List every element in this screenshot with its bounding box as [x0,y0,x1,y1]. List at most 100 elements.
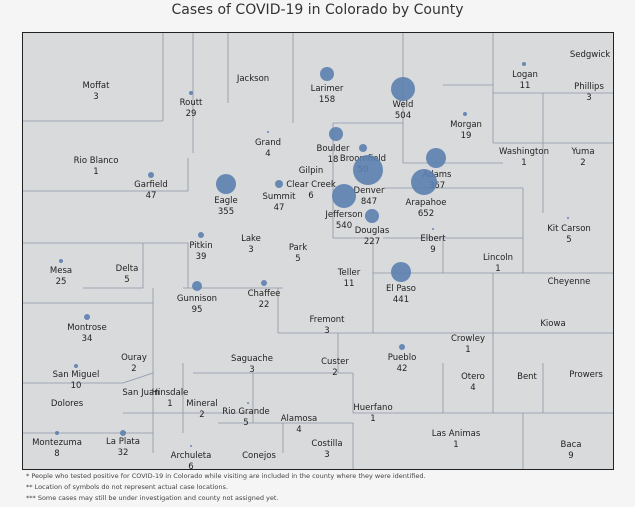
case-bubble-la-plata[interactable] [120,430,126,436]
county-name: Denver [353,186,385,196]
case-bubble-routt[interactable] [189,91,193,95]
county-label-conejos: Conejos [242,451,276,462]
county-name: Crowley [450,334,486,344]
case-bubble-weld[interactable] [391,77,415,101]
case-bubble-denver[interactable] [353,155,383,185]
county-label-teller: Teller 11 [338,268,360,290]
county-name: Kiowa [540,319,566,329]
county-name: Jackson [236,74,270,84]
case-bubble-gunnison[interactable] [192,281,202,291]
county-name: Costilla [311,439,343,449]
case-bubble-pitkin[interactable] [198,232,204,238]
county-label-moffat: Moffat 3 [83,81,110,103]
county-name: Morgan [450,120,482,130]
case-bubble-adams[interactable] [426,148,446,168]
county-name: Conejos [242,451,276,461]
county-borders [23,33,613,469]
county-label-pitkin: Pitkin 39 [189,241,212,263]
county-name: Washington [499,147,549,157]
case-bubble-broomfield[interactable] [359,144,367,152]
case-bubble-grand[interactable] [267,131,269,133]
case-bubble-garfield[interactable] [148,172,154,178]
county-cases: 847 [360,197,378,207]
case-bubble-montezuma[interactable] [55,431,59,435]
county-cases: 1 [370,414,376,424]
county-label-sedgwick: Sedgwick [570,50,610,61]
county-cases: 504 [394,111,412,121]
case-bubble-jefferson[interactable] [332,184,356,208]
county-name: La Plata [106,437,140,447]
footnote: *** Some cases may still be under invest… [26,494,279,502]
county-cases: 34 [81,334,93,344]
county-label-ouray: Ouray 2 [121,353,147,375]
case-bubble-kit-carson[interactable] [567,217,569,219]
county-label-douglas: Douglas 227 [355,226,390,248]
county-cases: 32 [117,448,129,458]
case-bubble-rio-grande[interactable] [247,402,249,404]
county-label-boulder: Boulder 18 [317,144,350,166]
county-cases: 3 [324,450,330,460]
county-label-cheyenne: Cheyenne [548,277,591,288]
county-name: Clear Creek [286,180,336,190]
county-cases: 18 [327,155,339,165]
county-label-alamosa: Alamosa 4 [281,414,318,436]
county-cases: 2 [580,158,586,168]
county-label-morgan: Morgan 19 [450,120,482,142]
county-label-clear-creek: Clear Creek 6 [286,180,336,202]
case-bubble-douglas[interactable] [365,209,379,223]
county-name: Otero [461,372,485,382]
case-bubble-san-miguel[interactable] [74,364,78,368]
county-label-rio-grande: Rio Grande 5 [222,407,269,429]
county-label-jackson: Jackson [237,74,269,85]
county-name: Jefferson [325,210,363,220]
county-cases: 4 [470,383,476,393]
county-cases: 95 [191,305,203,315]
county-name: Gunnison [176,294,218,304]
case-bubble-logan[interactable] [522,62,526,66]
county-label-jefferson: Jefferson 540 [325,210,362,232]
county-cases: 3 [248,245,254,255]
county-label-mineral: Mineral 2 [186,399,217,421]
county-name: Mesa [49,266,73,276]
county-name: Prowers [569,370,603,380]
case-bubble-eagle[interactable] [216,174,236,194]
case-bubble-summit[interactable] [275,180,283,188]
county-name: Hinsdale [151,388,189,398]
county-cases: 25 [55,277,67,287]
county-cases: 29 [185,109,197,119]
county-label-saguache: Saguache 3 [231,354,273,376]
map-title: Cases of COVID-19 in Colorado by County [171,2,464,18]
case-bubble-pueblo[interactable] [399,344,405,350]
county-name: Lake [241,234,261,244]
county-label-baca: Baca 9 [561,440,582,462]
case-bubble-arapahoe[interactable] [411,169,437,195]
case-bubble-elbert[interactable] [432,228,434,230]
case-bubble-el-paso[interactable] [391,262,411,282]
county-name: Mineral [186,399,218,409]
county-name: San Miguel [52,370,100,380]
county-name: Moffat [82,81,110,91]
case-bubble-boulder[interactable] [329,127,343,141]
county-name: Arapahoe [405,198,447,208]
county-name: Fremont [309,315,345,325]
county-name: Dolores [50,399,84,409]
county-cases: 5 [243,418,249,428]
county-cases: 355 [217,207,235,217]
county-name: Las Animas [431,429,481,439]
county-name: Logan [512,70,538,80]
county-label-pueblo: Pueblo 42 [388,353,417,375]
case-bubble-montrose[interactable] [84,314,90,320]
county-label-san-miguel: San Miguel 10 [53,370,100,392]
county-name: El Paso [385,284,417,294]
county-cases: 1 [93,167,99,177]
county-cases: 4 [265,149,271,159]
case-bubble-larimer[interactable] [320,67,334,81]
case-bubble-archuleta[interactable] [190,445,192,447]
county-label-crowley: Crowley 1 [451,334,485,356]
county-cases: 9 [430,245,436,255]
case-bubble-mesa[interactable] [59,259,63,263]
county-name: Cheyenne [547,277,591,287]
county-cases: 11 [343,279,355,289]
case-bubble-chaffee[interactable] [261,280,267,286]
case-bubble-morgan[interactable] [463,112,467,116]
